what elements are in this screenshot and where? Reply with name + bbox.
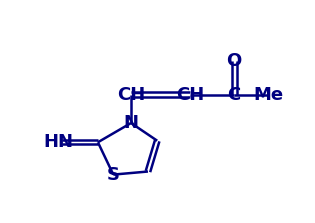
Text: S: S [107, 166, 120, 184]
Text: CH: CH [117, 85, 145, 103]
Text: CH: CH [176, 85, 204, 103]
Text: Me: Me [254, 85, 284, 103]
Text: O: O [226, 52, 242, 70]
Text: HN: HN [44, 133, 74, 151]
Text: N: N [123, 114, 139, 132]
Text: C: C [227, 85, 241, 103]
